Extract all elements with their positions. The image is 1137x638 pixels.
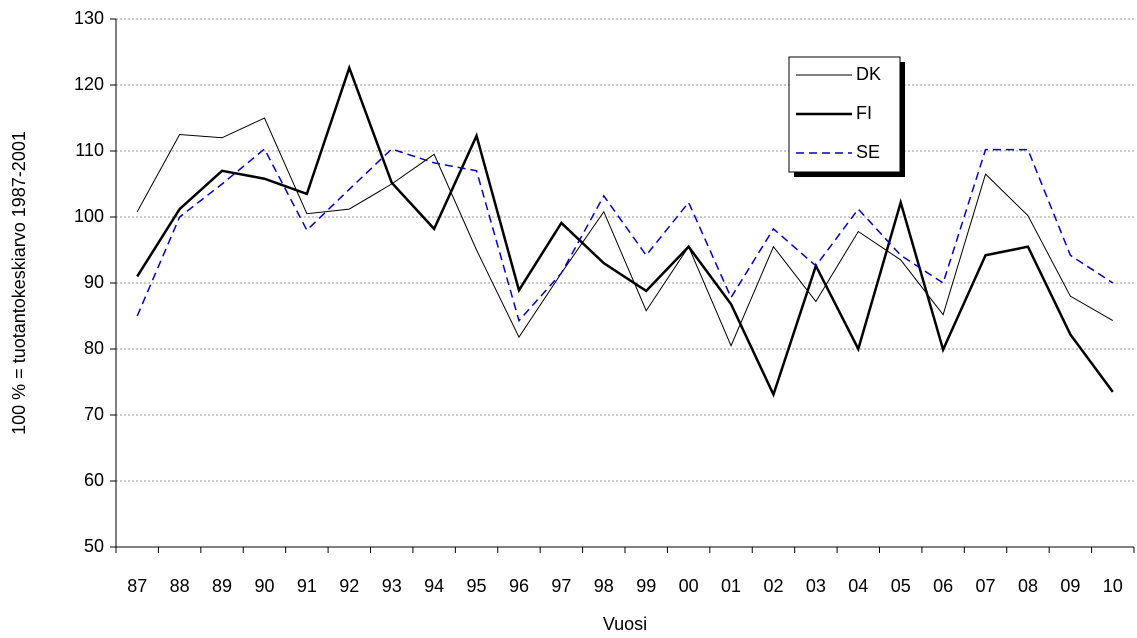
x-tick-label: 09 bbox=[1060, 576, 1080, 596]
x-axis-title: Vuosi bbox=[603, 614, 647, 634]
x-tick-label: 92 bbox=[339, 576, 359, 596]
x-tick-label: 95 bbox=[467, 576, 487, 596]
legend-label: FI bbox=[856, 103, 872, 123]
x-tick-label: 88 bbox=[170, 576, 190, 596]
x-tick-label: 10 bbox=[1103, 576, 1123, 596]
y-axis-title: 100 % = tuotantokeskiarvo 1987-2001 bbox=[9, 131, 29, 435]
x-tick-label: 05 bbox=[891, 576, 911, 596]
series-line bbox=[136, 117, 1114, 347]
y-tick-label: 70 bbox=[84, 404, 104, 424]
x-tick-label: 02 bbox=[763, 576, 783, 596]
series-line bbox=[136, 64, 1114, 398]
y-tick-label: 90 bbox=[84, 272, 104, 292]
y-tick-label: 50 bbox=[84, 536, 104, 556]
y-tick-label: 100 bbox=[74, 206, 104, 226]
x-tick-label: 93 bbox=[382, 576, 402, 596]
y-tick-label: 110 bbox=[75, 140, 104, 160]
x-tick-label: 00 bbox=[679, 576, 699, 596]
legend-label: SE bbox=[856, 142, 880, 162]
x-tick-label: 03 bbox=[806, 576, 826, 596]
x-tick-label: 89 bbox=[212, 576, 232, 596]
x-tick-label: 06 bbox=[933, 576, 953, 596]
y-tick-label: 120 bbox=[74, 74, 104, 94]
x-tick-label: 90 bbox=[254, 576, 274, 596]
x-tick-label: 94 bbox=[424, 576, 444, 596]
legend-label: DK bbox=[856, 64, 881, 84]
y-tick-label: 60 bbox=[84, 470, 104, 490]
x-tick-label: 97 bbox=[551, 576, 571, 596]
y-tick-label: 80 bbox=[84, 338, 104, 358]
x-tick-label: 96 bbox=[509, 576, 529, 596]
x-tick-label: 08 bbox=[1018, 576, 1038, 596]
x-tick-label: 87 bbox=[127, 576, 147, 596]
x-tick-label: 07 bbox=[976, 576, 996, 596]
x-tick-label: 99 bbox=[636, 576, 656, 596]
series-line bbox=[136, 147, 1114, 323]
y-tick-label: 130 bbox=[74, 8, 104, 28]
x-tick-label: 04 bbox=[848, 576, 868, 596]
x-tick-label: 98 bbox=[594, 576, 614, 596]
x-tick-label: 01 bbox=[721, 576, 741, 596]
x-tick-label: 91 bbox=[297, 576, 317, 596]
